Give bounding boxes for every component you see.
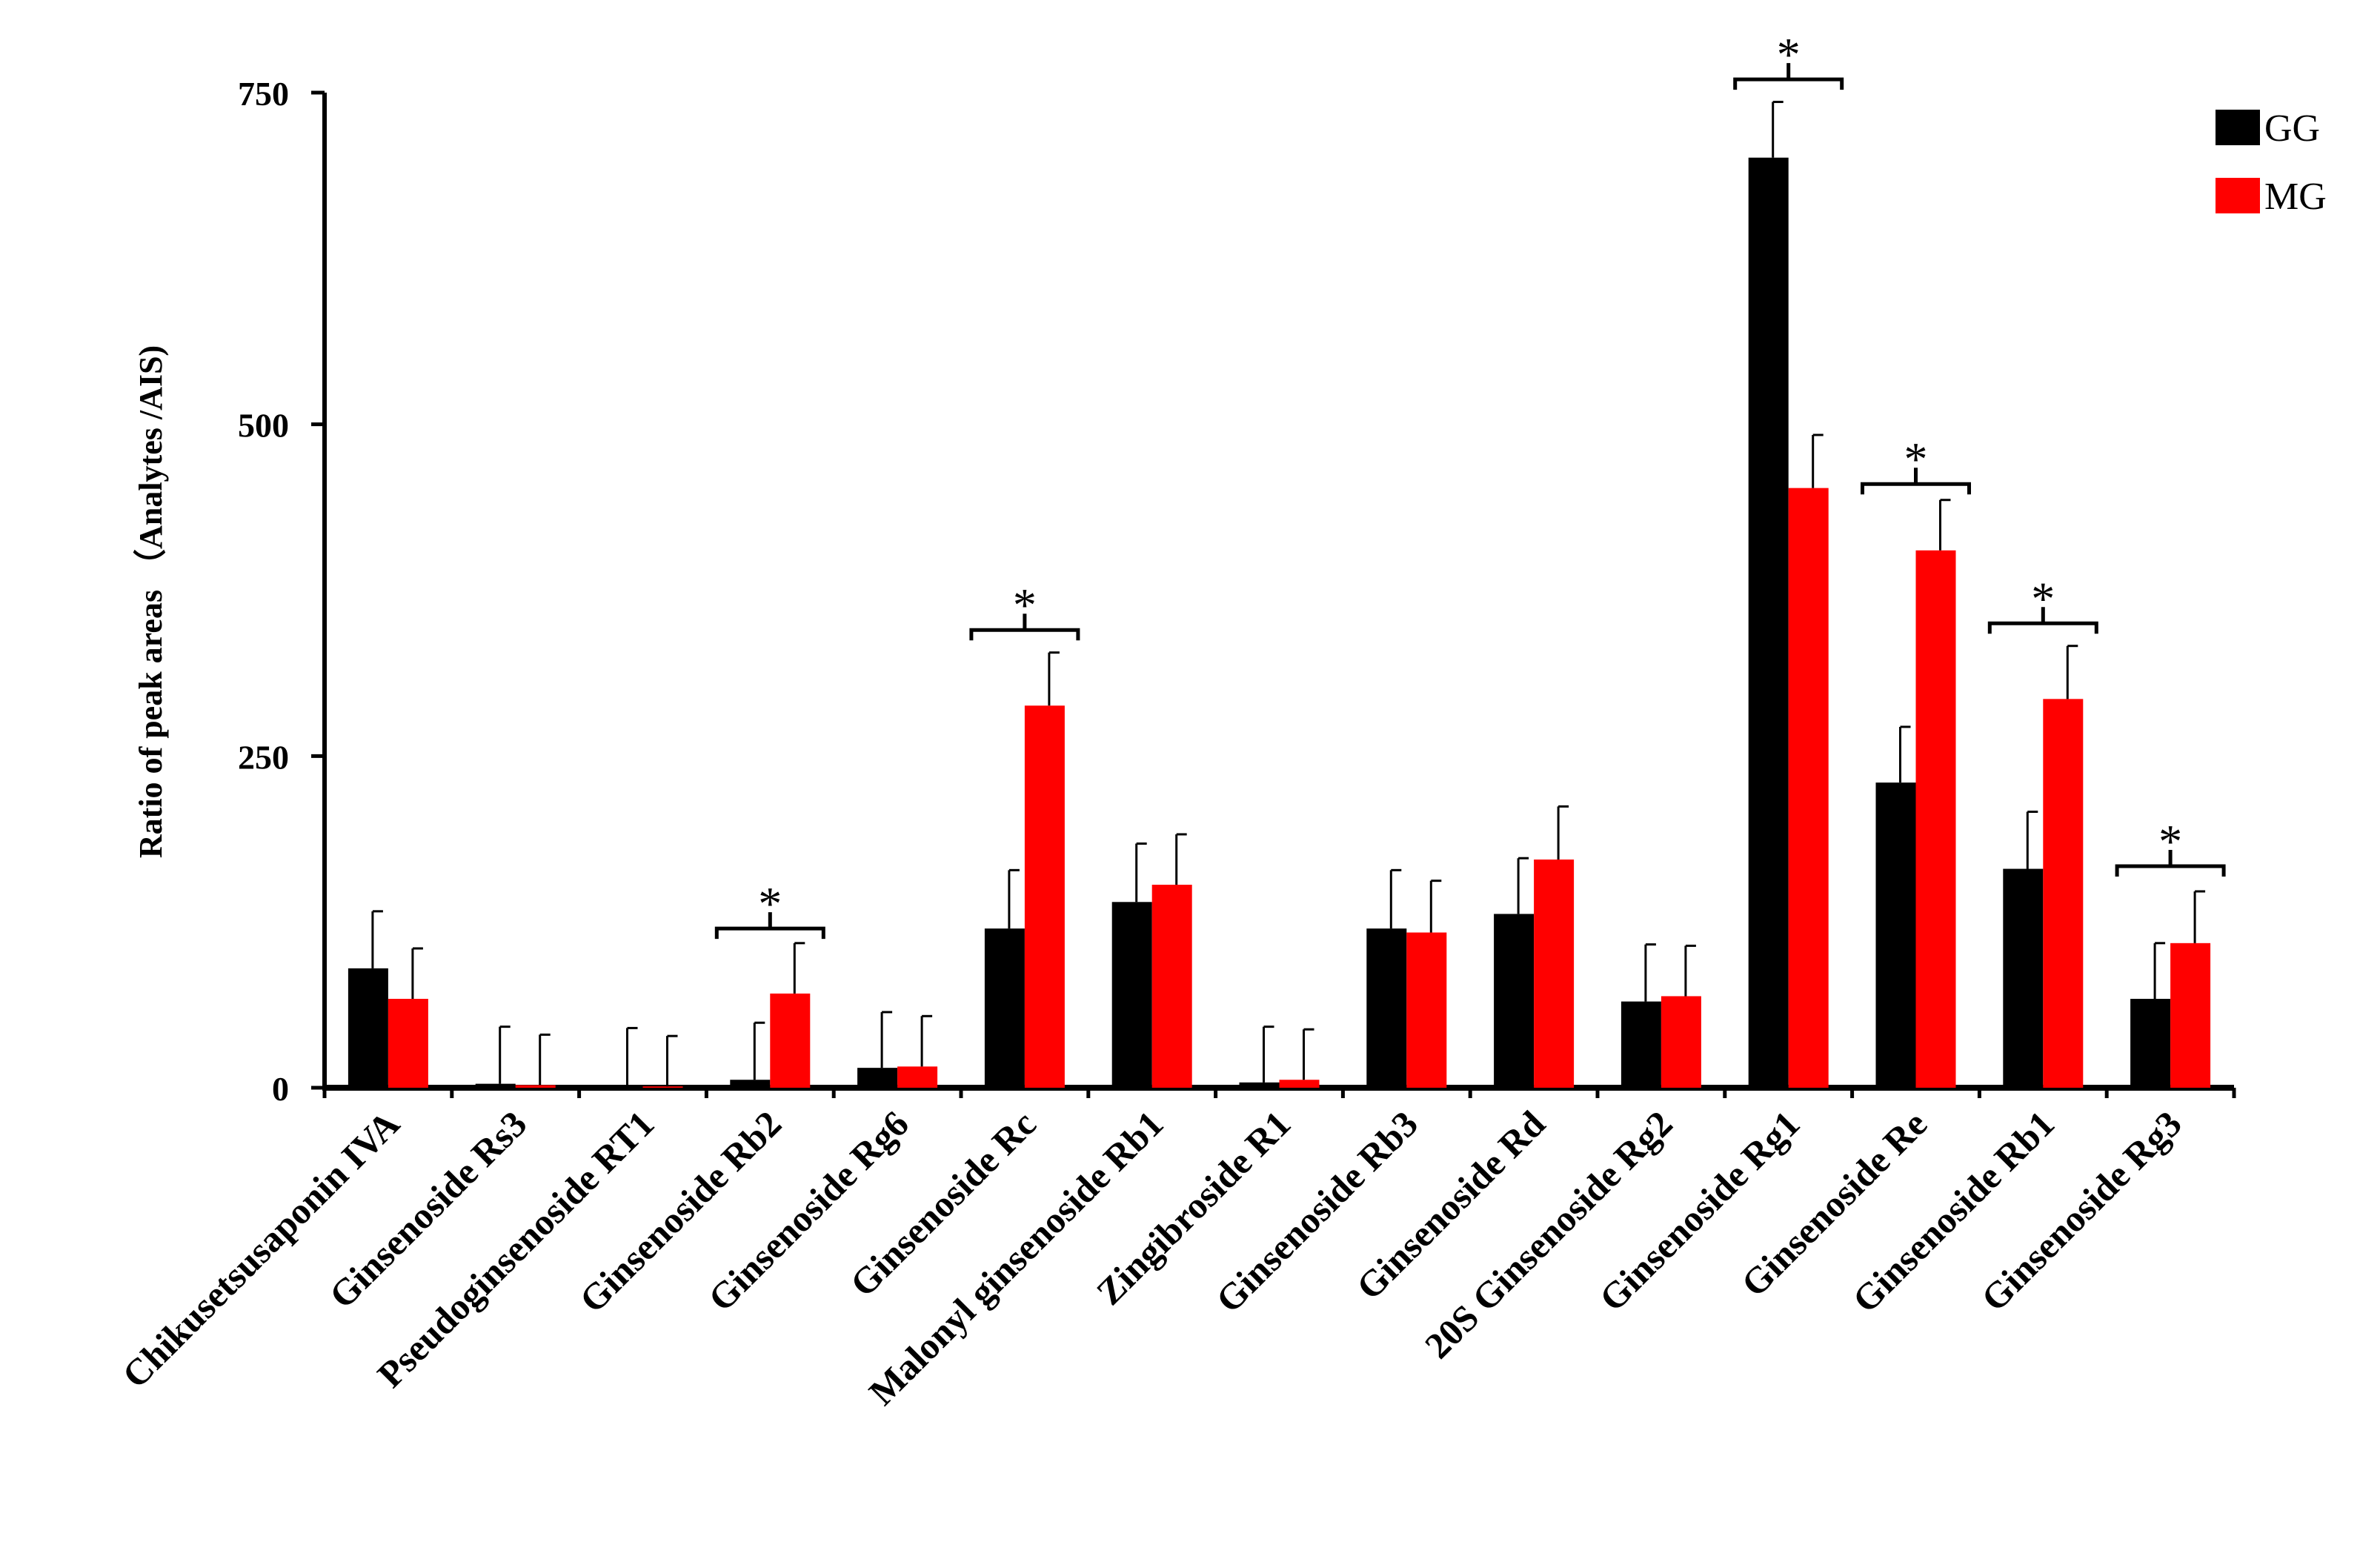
x-tick-label: 20S Ginsenoside Rg2 [1417, 1103, 1681, 1366]
bar-mg [2043, 699, 2084, 1088]
bar-gg [1494, 914, 1535, 1088]
bar-gg [475, 1083, 516, 1088]
bar-mg [1534, 860, 1575, 1088]
significance-marker: * [758, 877, 782, 930]
y-axis-label: Ratio of peak areas （Analytes /AIS) [133, 345, 169, 858]
bar-mg [1661, 996, 1701, 1088]
y-tick-label: 0 [272, 1070, 289, 1108]
significance-bracket [1733, 63, 1844, 90]
bar-mg [515, 1085, 556, 1088]
significance-bracket [2115, 849, 2226, 877]
bar-gg [602, 1085, 643, 1088]
significance-marker: * [2031, 572, 2055, 625]
legend-swatch-mg [2216, 178, 2260, 213]
bar-mg [1024, 705, 1065, 1088]
bar-gg [2130, 999, 2171, 1088]
bar-mg [1406, 932, 1447, 1088]
bar-mg [642, 1086, 683, 1088]
legend-label-gg: GG [2264, 107, 2320, 150]
bar-mg [388, 999, 428, 1088]
bar-gg [1239, 1082, 1280, 1088]
bar-gg [1366, 928, 1407, 1088]
legend-label-mg: MG [2264, 176, 2327, 218]
bar-mg [770, 993, 811, 1088]
bar-gg [984, 928, 1025, 1088]
bar-gg [1111, 902, 1152, 1088]
bar-mg [2170, 943, 2211, 1088]
y-tick-label: 500 [238, 407, 289, 445]
significance-bracket [714, 912, 825, 940]
significance-bracket [1861, 468, 1971, 495]
significance-bracket [969, 614, 1080, 641]
legend-swatch-gg [2216, 110, 2260, 145]
significance-marker: * [1904, 433, 1928, 485]
bar-gg [1875, 782, 1916, 1088]
bar-gg [1748, 157, 1789, 1088]
bar-gg [857, 1068, 898, 1088]
bar-mg [1151, 885, 1192, 1088]
bar-gg [1621, 1001, 1661, 1088]
significance-marker: * [1777, 28, 1801, 81]
y-tick-label: 250 [238, 738, 289, 776]
significance-marker: * [1013, 579, 1037, 631]
bar-mg [1915, 550, 1956, 1088]
bar-gg [348, 968, 388, 1088]
y-tick-label: 750 [238, 75, 289, 113]
bar-gg [2003, 868, 2044, 1088]
bar-gg [730, 1080, 771, 1088]
bar-mg [1279, 1080, 1320, 1088]
significance-marker: * [2158, 815, 2182, 868]
bar-mg [1788, 488, 1829, 1088]
significance-bracket [1987, 607, 2098, 634]
bar-mg [897, 1066, 938, 1088]
